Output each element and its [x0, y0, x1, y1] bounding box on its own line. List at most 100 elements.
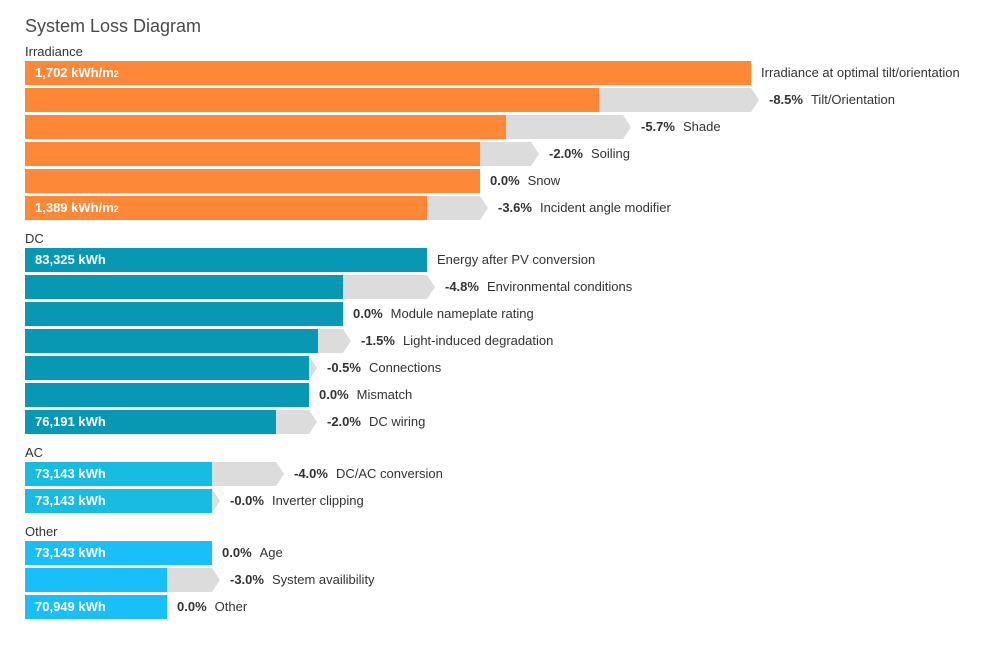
section-label-irradiance: Irradiance: [25, 44, 83, 59]
row-name: System availibility: [271, 572, 375, 587]
loss-percent: -3.6%: [498, 200, 532, 215]
row-name: Connections: [368, 360, 442, 375]
loss-arrow-shape: [309, 356, 317, 380]
loss-percent: -8.5%: [769, 92, 803, 107]
loss-percent: -4.0%: [294, 466, 328, 481]
loss-arrow: [276, 410, 317, 434]
bar-other-1: [25, 568, 167, 592]
bar-dc-2: [25, 302, 343, 326]
bar-irradiance-5: 1,389 kWh/m2: [25, 196, 427, 220]
row-name: Incident angle modifier: [539, 200, 671, 215]
row-label: 0.0% Mismatch: [319, 387, 412, 403]
row-label: Energy after PV conversion: [437, 252, 595, 268]
row-label: -0.0% Inverter clipping: [230, 493, 364, 509]
bar-irradiance-2: [25, 115, 506, 139]
row-label: -5.7% Shade: [641, 119, 721, 135]
row-label: 0.0% Snow: [490, 173, 560, 189]
row-label: 0.0% Age: [222, 545, 283, 561]
loss-percent: -1.5%: [361, 333, 395, 348]
loss-arrow-shape: [276, 410, 317, 434]
loss-percent: -2.0%: [327, 414, 361, 429]
loss-arrow-shape: [167, 568, 220, 592]
row-name: DC/AC conversion: [335, 466, 443, 481]
loss-percent: -0.5%: [327, 360, 361, 375]
loss-arrow-shape: [599, 88, 759, 112]
row-name: Irradiance at optimal tilt/orientation: [761, 65, 960, 80]
row-label: 0.0% Module nameplate rating: [353, 306, 534, 322]
bar-irradiance-3: [25, 142, 480, 166]
loss-percent: 0.0%: [319, 387, 349, 402]
loss-arrow-shape: [318, 329, 351, 353]
bar-other-0: 73,143 kWh: [25, 541, 212, 565]
loss-arrow-shape: [212, 489, 220, 513]
loss-percent: 0.0%: [353, 306, 383, 321]
loss-percent: -5.7%: [641, 119, 675, 134]
loss-arrow: [212, 462, 284, 486]
chart-title: System Loss Diagram: [25, 16, 202, 36]
row-label: -3.6% Incident angle modifier: [498, 200, 671, 216]
row-label: -0.5% Connections: [327, 360, 441, 376]
loss-arrow-shape: [480, 142, 539, 166]
loss-percent: -2.0%: [549, 146, 583, 161]
bar-ac-1: 73,143 kWh: [25, 489, 212, 513]
row-name: Tilt/Orientation: [810, 92, 896, 107]
bar-irradiance-1: [25, 88, 599, 112]
bar-value-label: 73,143 kWh: [35, 466, 106, 481]
row-label: Irradiance at optimal tilt/orientation: [761, 65, 960, 81]
loss-arrow-shape: [343, 275, 435, 299]
loss-arrow: [318, 329, 351, 353]
loss-arrow-shape: [506, 115, 631, 139]
loss-arrow-shape: [212, 462, 284, 486]
row-label: -2.0% DC wiring: [327, 414, 425, 430]
loss-percent: -0.0%: [230, 493, 264, 508]
loss-arrow: [167, 568, 220, 592]
row-name: Shade: [682, 119, 721, 134]
loss-percent: 0.0%: [177, 599, 207, 614]
row-label: -4.0% DC/AC conversion: [294, 466, 443, 482]
section-label-other: Other: [25, 524, 58, 539]
bar-dc-6: 76,191 kWh: [25, 410, 276, 434]
row-name: Light-induced degradation: [402, 333, 554, 348]
row-name: Other: [214, 599, 248, 614]
loss-arrow: [480, 142, 539, 166]
bar-value-label: 76,191 kWh: [35, 414, 106, 429]
loss-arrow: [343, 275, 435, 299]
section-label-dc: DC: [25, 231, 44, 246]
row-label: 0.0% Other: [177, 599, 247, 615]
row-name: Inverter clipping: [271, 493, 364, 508]
row-name: Soiling: [590, 146, 630, 161]
row-label: -2.0% Soiling: [549, 146, 630, 162]
row-name: Environmental conditions: [486, 279, 633, 294]
bar-value-label: 1,702 kWh/m2: [35, 65, 119, 80]
bar-value-label: 70,949 kWh: [35, 599, 106, 614]
bar-dc-3: [25, 329, 318, 353]
loss-arrow: [506, 115, 631, 139]
loss-arrow-shape: [427, 196, 488, 220]
bar-ac-0: 73,143 kWh: [25, 462, 212, 486]
bar-value-label: 83,325 kWh: [35, 252, 106, 267]
bar-dc-5: [25, 383, 309, 407]
row-label: -8.5% Tilt/Orientation: [769, 92, 895, 108]
row-label: -4.8% Environmental conditions: [445, 279, 632, 295]
loss-percent: 0.0%: [222, 545, 252, 560]
section-label-ac: AC: [25, 445, 44, 460]
bar-other-2: 70,949 kWh: [25, 595, 167, 619]
row-name: Snow: [527, 173, 561, 188]
bar-value-label: 73,143 kWh: [35, 545, 106, 560]
bar-value-label: 1,389 kWh/m2: [35, 200, 119, 215]
bar-irradiance-0: 1,702 kWh/m2: [25, 61, 751, 85]
row-name: Mismatch: [356, 387, 413, 402]
loss-arrow: [212, 489, 220, 513]
loss-percent: -4.8%: [445, 279, 479, 294]
row-name: Energy after PV conversion: [437, 252, 596, 267]
loss-arrow: [309, 356, 317, 380]
loss-arrow: [599, 88, 759, 112]
bar-dc-0: 83,325 kWh: [25, 248, 427, 272]
bar-irradiance-4: [25, 169, 480, 193]
row-name: DC wiring: [368, 414, 426, 429]
loss-arrow: [427, 196, 488, 220]
row-name: Module nameplate rating: [390, 306, 534, 321]
row-name: Age: [259, 545, 283, 560]
bar-dc-4: [25, 356, 309, 380]
